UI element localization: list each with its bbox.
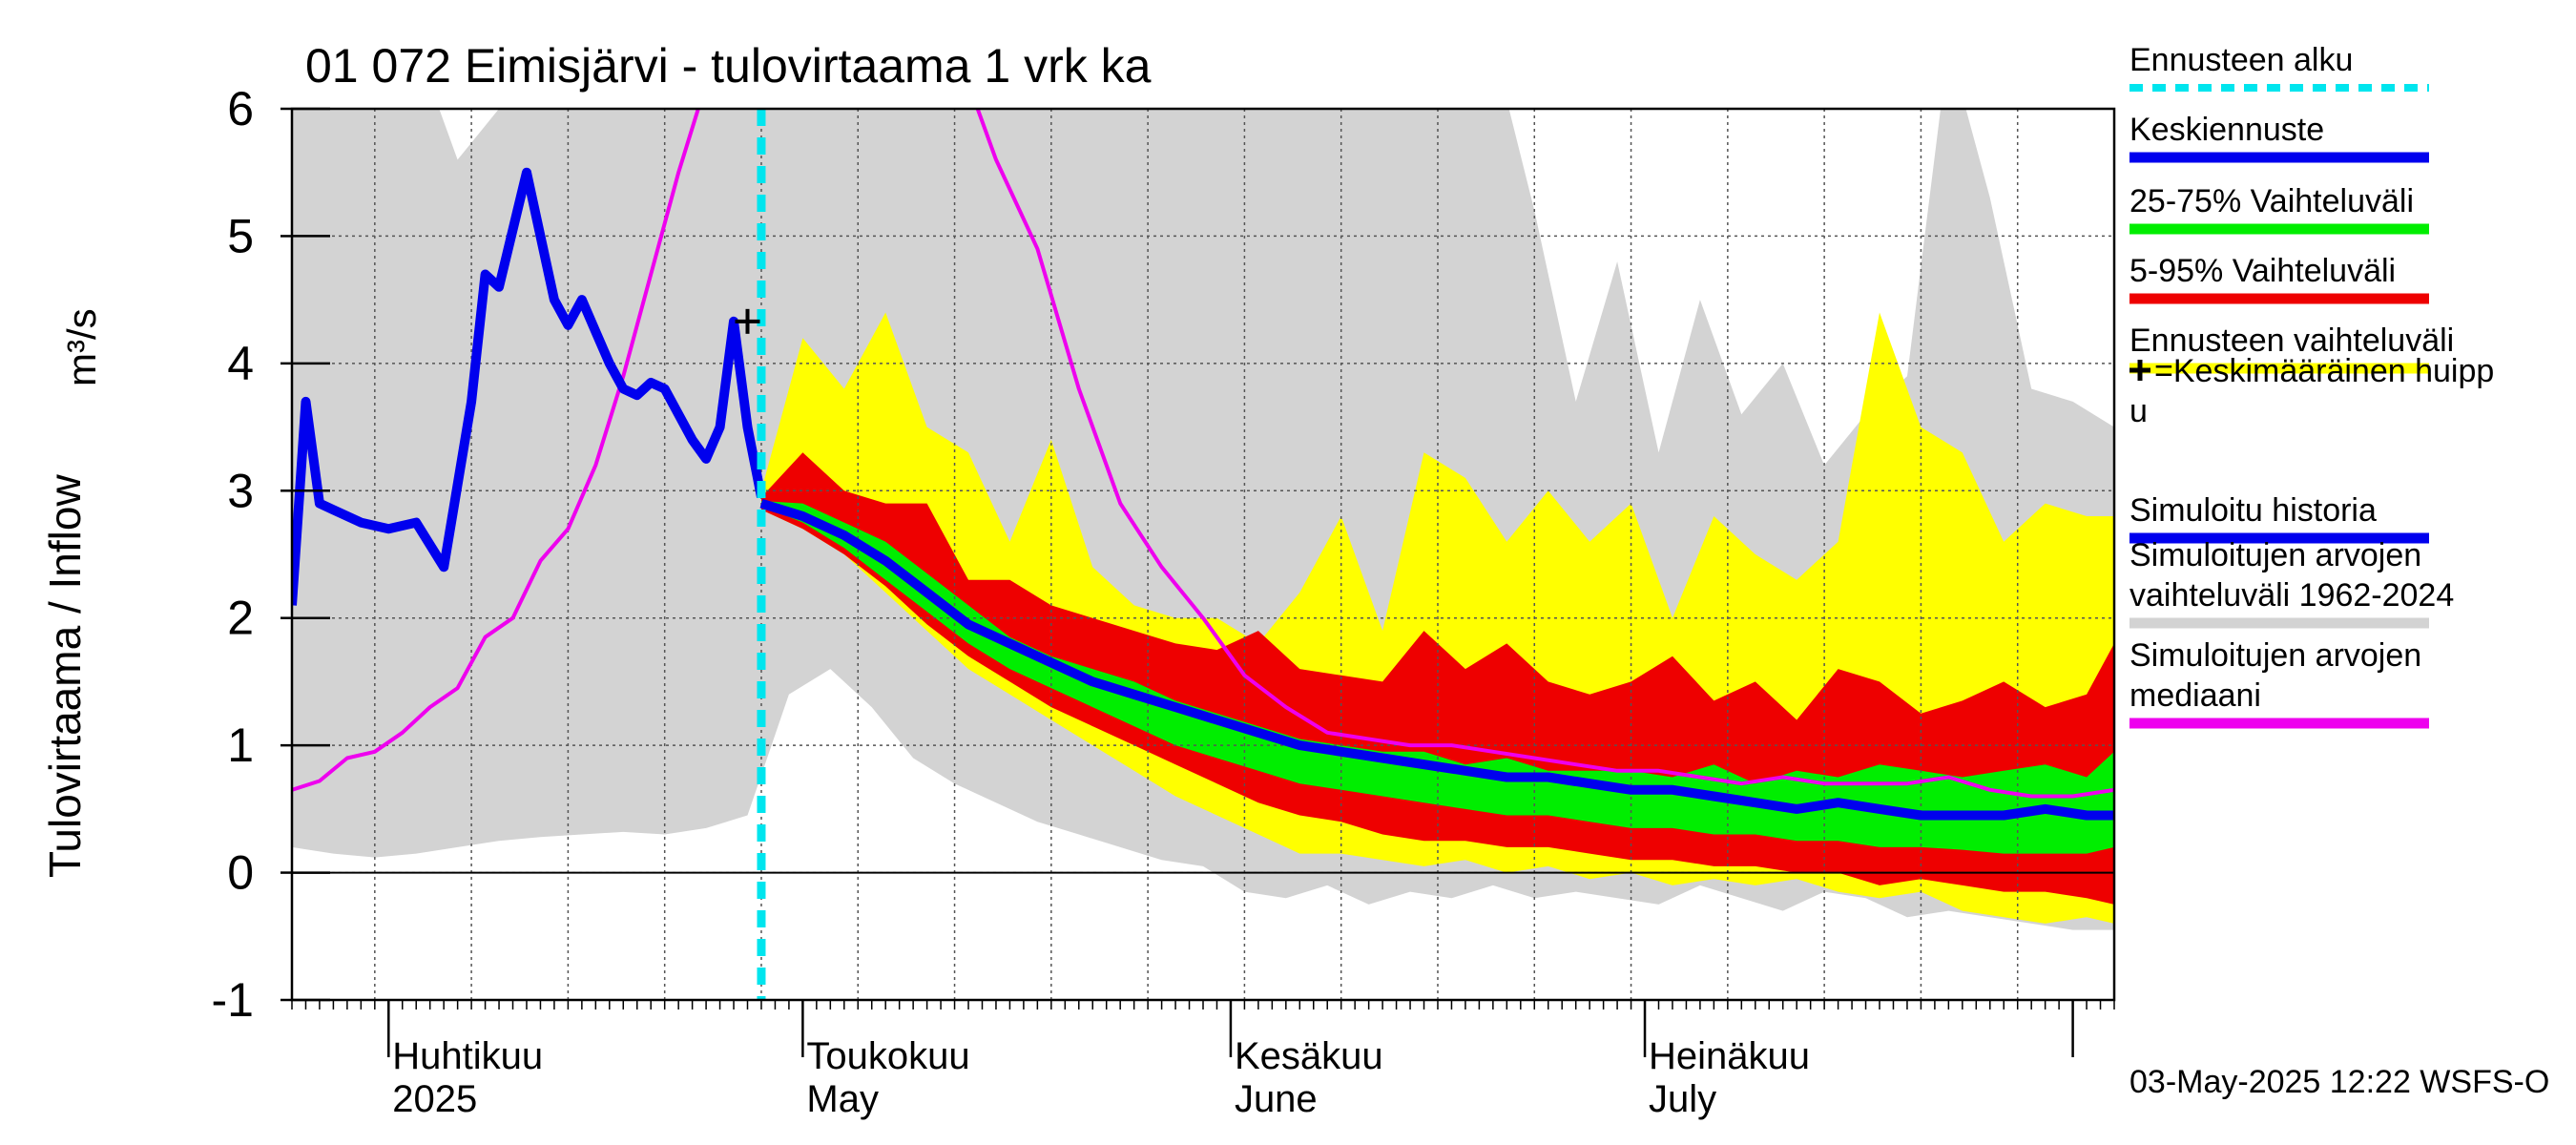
y-axis-label: Tulovirtaama / Inflow bbox=[40, 474, 90, 878]
series-simuloitujen-arvojen-mediaani bbox=[292, 109, 2114, 799]
mean-peak-marker bbox=[735, 308, 760, 334]
legend-label: Simuloitu historia bbox=[2129, 492, 2377, 529]
y-tick-label: -1 bbox=[212, 973, 254, 1027]
legend-label: 25-75% Vaihteluväli bbox=[2129, 183, 2414, 219]
legend-item: 5-95% Vaihteluväli bbox=[2129, 253, 2429, 304]
series-simuloitu-historia bbox=[292, 167, 766, 606]
y-tick-label: 6 bbox=[227, 82, 254, 135]
x-month-label: Huhtikuu bbox=[392, 1035, 543, 1077]
x-month-sublabel: July bbox=[1649, 1078, 1716, 1120]
series-keskiennuste bbox=[759, 498, 2114, 821]
legend-label: 5-95% Vaihteluväli bbox=[2129, 253, 2396, 289]
legend-label: Simuloitujen arvojen bbox=[2129, 537, 2421, 573]
y-tick-label: 3 bbox=[227, 464, 254, 517]
legend-label: Keskiennuste bbox=[2129, 112, 2324, 148]
x-month-sublabel: June bbox=[1235, 1078, 1318, 1120]
timestamp: 03-May-2025 12:22 WSFS-O bbox=[2129, 1064, 2549, 1100]
x-month-label: Toukokuu bbox=[806, 1035, 969, 1077]
x-month-label: Heinäkuu bbox=[1649, 1035, 1810, 1077]
legend-label: Simuloitujen arvojen bbox=[2129, 637, 2421, 674]
legend-label: Ennusteen alku bbox=[2129, 42, 2353, 78]
x-month-label: Kesäkuu bbox=[1235, 1035, 1383, 1077]
legend-item: Keskiennuste bbox=[2129, 112, 2429, 163]
y-tick-label: 0 bbox=[227, 846, 254, 900]
x-month-sublabel: 2025 bbox=[392, 1078, 477, 1120]
y-tick-label: 4 bbox=[227, 337, 254, 390]
legend-label: u bbox=[2129, 393, 2148, 429]
chart-title: 01 072 Eimisjärvi - tulovirtaama 1 vrk k… bbox=[305, 39, 1152, 93]
legend-item: 25-75% Vaihteluväli bbox=[2129, 183, 2429, 235]
legend-item: Simuloitujen arvojen vaihteluväli 1962-20… bbox=[2129, 537, 2454, 629]
plot-area bbox=[292, 109, 2114, 1000]
legend-item: Ennusteen alku bbox=[2129, 42, 2429, 92]
y-tick-label: 2 bbox=[227, 592, 254, 645]
x-month-sublabel: May bbox=[806, 1078, 879, 1120]
y-tick-label: 1 bbox=[227, 718, 254, 772]
axes: -10123456Huhtikuu2025ToukokuuMayKesäkuuJ… bbox=[212, 82, 2115, 1120]
legend: Ennusteen alku Keskiennuste 25-75% Vaihtel… bbox=[2129, 42, 2494, 729]
legend-item: Simuloitu historia bbox=[2129, 492, 2429, 544]
y-tick-label: 5 bbox=[227, 209, 254, 262]
legend-label: Ennusteen vaihteluväli bbox=[2129, 323, 2454, 359]
series-lines bbox=[292, 109, 2114, 1000]
legend-label: mediaani bbox=[2129, 677, 2261, 714]
y-axis-unit: m³/s bbox=[59, 308, 104, 386]
legend-label: vaihteluväli 1962-2024 bbox=[2129, 577, 2454, 614]
legend-item: Ennusteen vaihteluväli bbox=[2129, 323, 2454, 374]
legend-label: =Keskimääräinen huipp bbox=[2154, 353, 2494, 389]
